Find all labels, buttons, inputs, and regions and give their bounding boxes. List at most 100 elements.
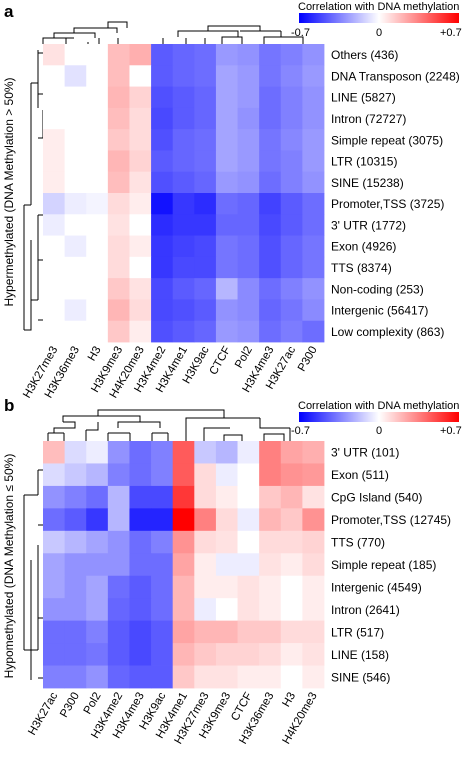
panel-b-colorbar-max: +0.7	[440, 425, 462, 437]
heatmap-cell	[302, 129, 325, 151]
heatmap-cell	[107, 553, 130, 577]
heatmap-cell	[64, 575, 87, 599]
heatmap-cell	[172, 441, 195, 464]
heatmap-cell	[302, 86, 325, 109]
heatmap-cell	[172, 86, 195, 109]
row-label: Simple repeat (185)	[331, 558, 436, 572]
heatmap-cell	[107, 620, 130, 644]
heatmap-cell	[129, 463, 152, 487]
column-label: CTCF	[208, 345, 234, 378]
heatmap-cell	[64, 278, 87, 300]
heatmap-cell	[86, 193, 109, 215]
heatmap-cell	[194, 278, 217, 300]
heatmap-cell	[237, 129, 260, 151]
heatmap-cell	[43, 463, 66, 487]
heatmap-cell	[259, 299, 282, 322]
panel-a-colorbar-title: Correlation with DNA methylation	[298, 1, 459, 13]
heatmap-cell	[86, 575, 109, 599]
heatmap-cell	[302, 235, 325, 258]
panel-b: b Correlation with DNA methylation -0.7 …	[2, 396, 462, 746]
heatmap-cell	[215, 553, 238, 577]
heatmap-cell	[64, 485, 87, 509]
row-label: 3' UTR (1772)	[331, 218, 406, 232]
heatmap-cell	[129, 278, 152, 300]
heatmap-cell	[237, 575, 260, 599]
heatmap-cell	[107, 598, 130, 622]
heatmap-cell	[259, 485, 282, 509]
heatmap-cell	[86, 214, 109, 236]
heatmap-cell	[43, 193, 66, 215]
heatmap-cell	[302, 299, 325, 322]
panel-b-colorbar-min: -0.7	[291, 425, 310, 437]
heatmap-cell	[237, 150, 260, 173]
column-label: P300	[296, 345, 320, 374]
heatmap-cell	[302, 441, 325, 464]
heatmap-cell	[129, 150, 152, 173]
heatmap-cell	[129, 553, 152, 577]
heatmap-cell	[86, 643, 109, 666]
heatmap-cell	[172, 150, 195, 173]
heatmap-cell	[215, 441, 238, 464]
row-label: LTR (517)	[331, 625, 384, 639]
heatmap-cell	[280, 278, 303, 300]
heatmap-cell	[194, 65, 217, 87]
heatmap-cell	[280, 65, 303, 87]
heatmap-cell	[129, 508, 152, 532]
heatmap-cell	[43, 299, 66, 322]
heatmap-cell	[64, 598, 87, 622]
heatmap-cell	[64, 256, 87, 279]
heatmap-cell	[259, 107, 282, 130]
heatmap-cell	[259, 620, 282, 644]
heatmap-cell	[194, 441, 217, 464]
heatmap-cell	[194, 107, 217, 130]
heatmap-cell	[86, 598, 109, 622]
heatmap-cell	[172, 320, 195, 343]
row-label: Exon (4926)	[331, 240, 396, 254]
heatmap-cell	[43, 214, 66, 236]
heatmap-cell	[129, 171, 152, 194]
heatmap-cell	[280, 235, 303, 258]
heatmap-cell	[151, 620, 174, 644]
row-label: CpG Island (540)	[331, 491, 422, 505]
row-label: 3' UTR (101)	[331, 446, 399, 460]
heatmap-cell	[86, 278, 109, 300]
heatmap-cell	[43, 508, 66, 532]
heatmap-cell	[237, 553, 260, 577]
heatmap-cell	[172, 278, 195, 300]
column-label: H3	[86, 345, 104, 364]
heatmap-cell	[302, 575, 325, 599]
heatmap-cell	[172, 575, 195, 599]
heatmap-cell	[280, 299, 303, 322]
row-label: Others (436)	[331, 48, 398, 62]
heatmap-cell	[259, 256, 282, 279]
heatmap-cell	[280, 598, 303, 622]
heatmap-cell	[215, 150, 238, 173]
heatmap-cell	[129, 530, 152, 554]
heatmap-cell	[280, 214, 303, 236]
heatmap-cell	[107, 278, 130, 300]
heatmap-cell	[86, 485, 109, 509]
panel-b-colorbar	[299, 412, 459, 422]
panel-b-colorbar-mid: 0	[376, 425, 382, 437]
heatmap-cell	[64, 665, 87, 689]
heatmap-cell	[237, 65, 260, 87]
heatmap-cell	[64, 107, 87, 130]
heatmap-cell	[151, 643, 174, 666]
panel-a-ylabel: Hypermethylated (DNA Methylation > 50%)	[2, 77, 16, 306]
heatmap-cell	[194, 214, 217, 236]
heatmap-cell	[129, 129, 152, 151]
heatmap-cell	[280, 508, 303, 532]
heatmap-cell	[259, 129, 282, 151]
heatmap-cell	[151, 129, 174, 151]
heatmap-cell	[129, 256, 152, 279]
row-label: SINE (15238)	[331, 176, 404, 190]
heatmap-cell	[194, 508, 217, 532]
heatmap-cell	[280, 485, 303, 509]
heatmap-cell	[172, 485, 195, 509]
heatmap-cell	[302, 320, 325, 343]
heatmap-cell	[237, 441, 260, 464]
panel-a-heatmap	[43, 44, 325, 343]
heatmap-cell	[215, 463, 238, 487]
heatmap-cell	[194, 150, 217, 173]
heatmap-cell	[43, 665, 66, 689]
